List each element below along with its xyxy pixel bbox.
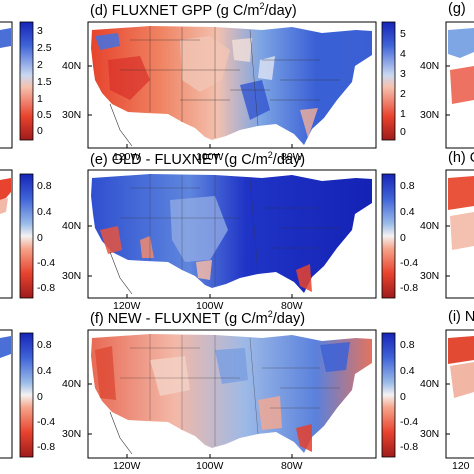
lon-label-120w: 120W <box>113 460 141 472</box>
colorbar-right-mid <box>381 173 396 299</box>
lon-label-100w: 100W <box>196 300 224 312</box>
lat-label-30n: 30N <box>420 109 440 121</box>
colorbar-left-bot <box>19 332 34 458</box>
cbar-tick: 3 <box>400 68 406 80</box>
cbar-tick: 4 <box>400 48 406 60</box>
cbar-tick: 2.5 <box>37 42 52 54</box>
panel-g-title: (g) <box>448 1 466 17</box>
cbar-tick: -0.8 <box>400 441 419 453</box>
colorbar-right-top <box>381 21 396 141</box>
lon-label-120w: 120W <box>113 151 141 163</box>
cbar-tick: 2 <box>400 88 406 100</box>
cbar-tick: 0 <box>400 391 406 403</box>
cbar-tick: 1.5 <box>37 76 52 88</box>
lat-label-30n: 30N <box>62 109 82 121</box>
lat-label-40n: 40N <box>62 378 82 390</box>
panel-h-title: (h) O <box>448 150 474 166</box>
panel-d-title: (d) FLUXNET GPP (g C/m2/day) <box>90 1 297 19</box>
colorbar-right-bot <box>381 332 396 458</box>
cbar-tick: 0 <box>37 391 43 403</box>
panel-i-title: (i) N <box>448 309 474 325</box>
cbar-tick: -0.4 <box>400 416 419 428</box>
cbar-tick: 1 <box>37 93 43 105</box>
cbar-tick: 0.5 <box>37 109 52 121</box>
lon-label-80w: 80W <box>281 151 303 163</box>
lat-label-30n: 30N <box>420 270 440 282</box>
cbar-tick: 0.4 <box>37 365 52 377</box>
cbar-tick: 0.4 <box>400 365 415 377</box>
lon-label-80w: 80W <box>281 300 303 312</box>
lon-label-100w: 100W <box>196 460 224 472</box>
panel-e-map <box>87 169 377 299</box>
cbar-tick: -0.4 <box>37 416 56 428</box>
cbar-tick: 0.8 <box>400 180 415 192</box>
lat-label-40n: 40N <box>62 220 82 232</box>
cbar-tick: -0.8 <box>37 441 56 453</box>
colorbar-left-mid <box>19 173 34 299</box>
cbar-tick: 2 <box>37 59 43 71</box>
left-partial-maps <box>0 21 13 459</box>
cbar-tick: -0.4 <box>400 257 419 269</box>
cbar-tick: 0.8 <box>37 339 52 351</box>
cbar-tick: 0.4 <box>37 206 52 218</box>
cbar-tick: -0.8 <box>37 282 56 294</box>
cbar-tick: -0.8 <box>400 282 419 294</box>
lon-label-partial: 120 <box>452 460 470 472</box>
lat-label-30n: 30N <box>62 428 82 440</box>
panel-e-title: (e) OLD - FLUXNET (g C/m2/day) <box>90 150 306 168</box>
lat-label-40n: 40N <box>62 60 82 72</box>
lon-label-80w: 80W <box>281 460 303 472</box>
cbar-tick: 0.4 <box>400 206 415 218</box>
lat-label-30n: 30N <box>62 270 82 282</box>
us-shape-e <box>91 174 372 293</box>
lon-label-100w: 100W <box>196 151 224 163</box>
panel-f-map <box>87 329 377 459</box>
cbar-tick: 3 <box>37 25 43 37</box>
cbar-tick: 0 <box>400 126 406 138</box>
right-partial-maps <box>445 21 474 459</box>
lat-label-40n: 40N <box>420 60 440 72</box>
cbar-tick: 0.8 <box>400 339 415 351</box>
panel-f-title: (f) NEW - FLUXNET (g C/m2/day) <box>90 309 306 327</box>
cbar-tick: 1 <box>400 108 406 120</box>
cbar-tick: 0.8 <box>37 180 52 192</box>
cbar-tick: 0 <box>37 125 43 137</box>
lon-label-120w: 120W <box>113 300 141 312</box>
cbar-tick: -0.4 <box>37 257 56 269</box>
colorbar-left-top <box>19 21 34 141</box>
lat-label-30n: 30N <box>420 428 440 440</box>
cbar-tick: 0 <box>400 232 406 244</box>
lat-label-40n: 40N <box>420 220 440 232</box>
cbar-tick: 5 <box>400 28 406 40</box>
panel-d-map <box>87 21 377 149</box>
lat-label-40n: 40N <box>420 378 440 390</box>
cbar-tick: 0 <box>37 232 43 244</box>
